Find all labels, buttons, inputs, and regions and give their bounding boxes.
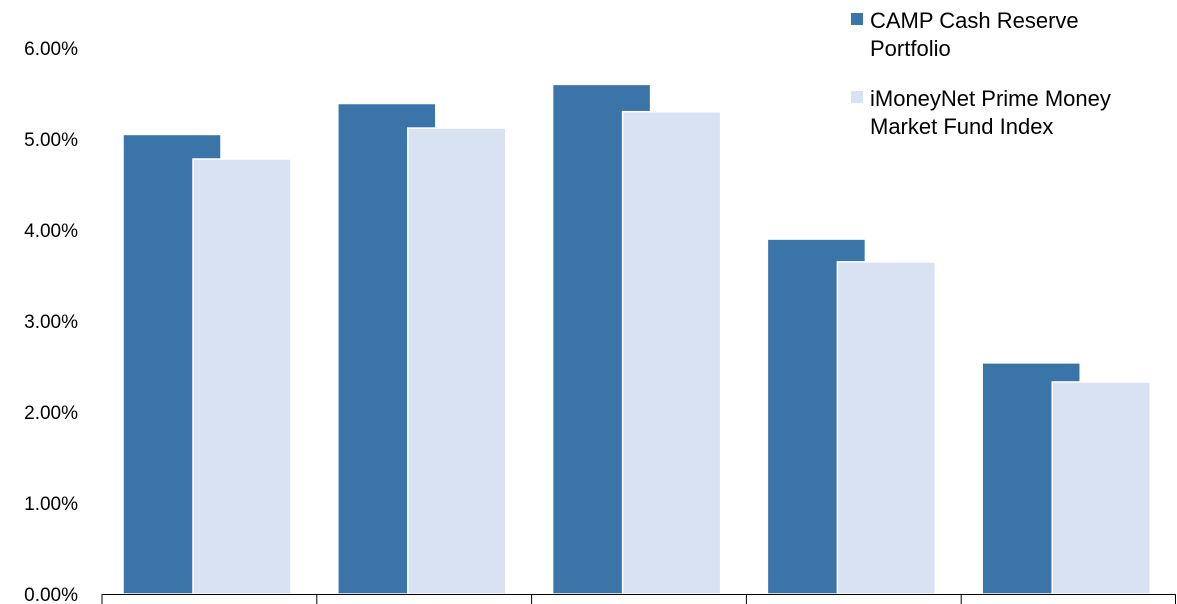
bar-series-2-category-2	[407, 127, 507, 595]
bar-series-2-category-1	[192, 158, 292, 595]
legend-label-imoneynet-line-1: iMoneyNet Prime Money	[870, 86, 1111, 111]
bar-series-2-category-3	[621, 110, 722, 595]
legend: CAMP Cash Reserve Portfolio iMoneyNet Pr…	[851, 8, 1111, 139]
y-tick-label: 2.00%	[24, 403, 78, 424]
bar-series-2-category-5	[1051, 381, 1151, 595]
x-axis	[101, 594, 1176, 604]
y-tick-label: 1.00%	[24, 494, 78, 515]
y-tick-label: 0.00%	[24, 585, 78, 604]
legend-label-camp-line-1: CAMP Cash Reserve	[870, 8, 1079, 33]
legend-label-imoneynet-line-2: Market Fund Index	[870, 114, 1053, 139]
y-tick-label: 3.00%	[24, 312, 78, 333]
legend-label-camp-line-2: Portfolio	[870, 36, 951, 61]
y-tick-label: 6.00%	[24, 39, 78, 60]
bar-group	[122, 83, 1151, 595]
legend-swatch-camp	[851, 13, 863, 25]
legend-swatch-imoneynet	[851, 91, 863, 103]
y-tick-label: 4.00%	[24, 221, 78, 242]
y-axis-tick-labels: 0.00% 1.00% 2.00% 3.00% 4.00% 5.00% 6.00%	[24, 39, 78, 604]
y-tick-label: 5.00%	[24, 130, 78, 151]
bar-series-2-category-4	[836, 261, 937, 595]
